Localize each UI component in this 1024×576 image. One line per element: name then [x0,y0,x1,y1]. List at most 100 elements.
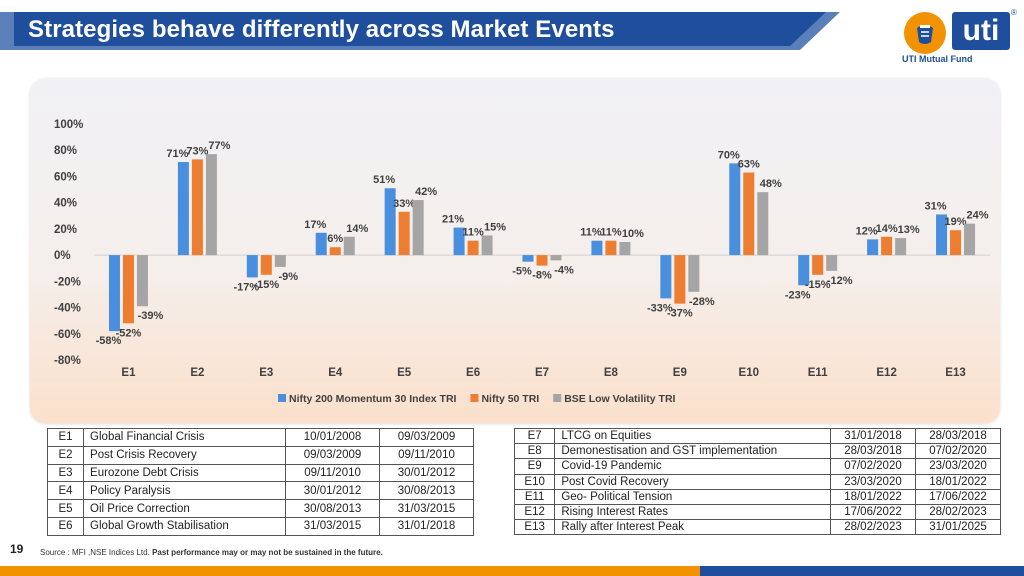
data-label: 12% [856,225,878,237]
event-end: 28/02/2023 [914,503,1002,521]
y-tick-label: 100% [54,119,83,131]
bar-E10-s1 [729,163,741,256]
event-end: 31/01/2025 [914,519,1002,536]
legend-swatch-1 [278,394,286,402]
data-label: 77% [208,140,230,152]
source-note: Source : MFI ,NSE Indices Ltd. Past perf… [40,548,383,557]
event-end: 30/08/2013 [379,481,474,501]
data-label: 63% [738,159,760,171]
bar-E8-s3 [619,242,631,256]
bar-E3-s1 [246,255,258,278]
event-end: 07/02/2020 [914,443,1002,460]
event-end: 23/03/2020 [914,458,1002,475]
bar-E9-s1 [660,255,672,299]
data-label: -33% [647,302,673,314]
data-label: 10% [622,228,644,240]
data-label: 48% [760,178,782,190]
bar-E6-s2 [467,240,479,256]
data-label: 42% [415,186,437,198]
data-label: 6% [327,233,343,245]
bar-E9-s3 [688,255,700,292]
data-label: 24% [967,210,989,222]
event-end: 09/11/2010 [379,445,474,465]
event-name: Rising Interest Rates [554,503,831,521]
data-label: 21% [442,214,464,226]
bar-E9-s2 [674,255,686,304]
bar-E7-s1 [522,255,534,262]
data-label: -8% [532,270,552,282]
bottom-color-band [0,566,1024,576]
event-end: 30/01/2012 [379,463,474,483]
y-tick-label: 0% [54,250,71,262]
event-end: 09/03/2009 [379,428,474,447]
band-orange [0,566,700,576]
table-row: E10 Post Covid Recovery 23/03/2020 18/01/20… [513,473,1002,490]
bar-E1-s1 [108,255,120,332]
event-name: Eurozone Debt Crisis [83,463,287,483]
bar-E13-s2 [950,230,962,256]
x-tick-label: E2 [190,367,204,379]
x-tick-label: E7 [535,367,549,379]
data-label: -39% [138,310,164,322]
table-row: E13 Rally after Interest Peak 28/02/2023 31… [513,519,1002,536]
table-row: E11 Geo- Political Tension 18/01/2022 17/06… [513,488,1002,505]
data-label: -15% [805,279,831,291]
data-label: 71% [166,148,188,160]
data-label: -12% [827,275,853,287]
data-label: 31% [925,200,947,212]
table-row: E9 Covid-19 Pandemic 07/02/2020 23/03/2020 [513,458,1002,475]
bar-E5-s1 [384,188,396,256]
event-code: E1 [46,428,85,447]
event-start: 31/03/2015 [285,516,381,536]
event-name: Demonestisation and GST implementation [554,443,831,460]
event-code: E12 [513,503,556,521]
y-tick-label: 60% [54,171,77,183]
y-tick-label: 40% [54,198,77,210]
band-blue [700,566,1024,576]
legend-label: BSE Low Volatility TRI [564,393,675,405]
data-label: 13% [898,224,920,236]
data-label: -58% [96,335,122,347]
table-row: E4 Policy Paralysis 30/01/2012 30/08/2013 [46,481,474,501]
data-label: 11% [580,227,602,239]
x-tick-label: E12 [876,367,896,379]
bar-E2-s1 [177,162,189,256]
event-name: Covid-19 Pandemic [554,458,831,475]
event-name: Oil Price Correction [83,499,287,518]
event-code: E2 [46,445,85,465]
event-start: 09/03/2009 [285,445,381,465]
event-name: LTCG on Equities [554,427,831,445]
events-table-left: E1 Global Financial Crisis 10/01/2008 09/03… [46,428,474,536]
bar-E11-s2 [812,255,824,275]
data-label: -15% [253,279,279,291]
event-code: E4 [46,481,85,501]
event-start: 17/06/2022 [829,503,916,521]
x-tick-label: E11 [808,367,828,379]
bar-E13-s1 [936,214,948,256]
table-row: E6 Global Growth Stabilisation 31/03/2015 3… [46,516,474,536]
bar-E1-s2 [122,255,134,324]
legend-label: Nifty 200 Momentum 30 Index TRI [289,393,457,405]
event-end: 31/03/2015 [379,499,474,518]
legend-swatch-2 [470,394,479,402]
event-start: 07/02/2020 [829,458,916,475]
x-tick-label: E1 [121,367,136,379]
bar-E3-s3 [274,255,286,267]
data-label: -52% [116,327,142,339]
data-label: -28% [689,296,715,308]
event-code: E3 [46,463,85,483]
bar-E11-s3 [826,255,838,271]
x-tick-label: E10 [739,367,759,379]
title-bar: Strategies behave differently across Mar… [0,12,840,50]
y-tick-label: -60% [54,329,81,341]
chart-panel: 100% 80% 60% 40% 20% 0% -20% -40% -60% -80% -58% -5… [30,78,1000,423]
table-row: E7 LTCG on Equities 31/01/2018 28/03/2018 [513,427,1002,445]
bar-E12-s3 [895,238,907,256]
bar-E6-s3 [481,235,493,256]
bar-E2-s2 [191,159,203,256]
legend-label: Nifty 50 TRI [481,393,539,405]
data-label: 73% [186,145,208,157]
bar-E4-s1 [315,232,327,256]
event-code: E11 [513,488,556,505]
